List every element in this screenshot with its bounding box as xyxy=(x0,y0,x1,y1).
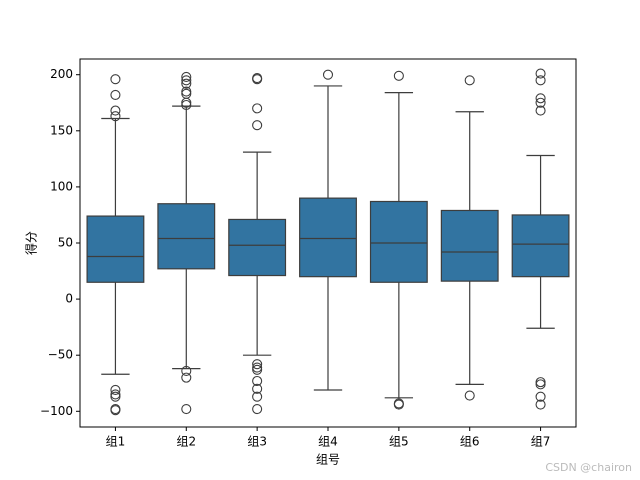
box xyxy=(511,214,570,278)
y-tick-label: −100 xyxy=(40,404,73,418)
outlier xyxy=(535,105,546,116)
outlier xyxy=(110,391,121,402)
outlier xyxy=(181,372,192,383)
box xyxy=(299,197,357,278)
x-tick-label: 组3 xyxy=(247,435,267,449)
outlier xyxy=(535,377,546,388)
x-tick-label: 组7 xyxy=(531,435,551,449)
x-tick-label: 组4 xyxy=(318,435,338,449)
outlier xyxy=(181,88,192,99)
outlier xyxy=(535,68,546,79)
outlier xyxy=(181,71,192,83)
outlier xyxy=(110,74,121,85)
outlier xyxy=(393,399,404,410)
outlier xyxy=(181,75,192,86)
outlier xyxy=(110,89,121,100)
outlier xyxy=(110,111,121,122)
outlier xyxy=(252,391,263,402)
outlier xyxy=(252,364,263,375)
outlier xyxy=(181,78,192,89)
outlier xyxy=(535,391,546,402)
x-tick-label: 组6 xyxy=(460,435,480,449)
outlier xyxy=(322,69,334,80)
y-axis-label: 得分 xyxy=(24,231,39,255)
x-tick-label: 组2 xyxy=(176,435,196,449)
watermark: CSDN @chairon xyxy=(545,461,632,474)
x-tick-label: 组1 xyxy=(106,435,126,449)
y-tick-label: 150 xyxy=(50,123,73,137)
x-axis-label: 组号 xyxy=(316,453,340,467)
y-tick-label: 200 xyxy=(50,67,73,81)
outlier xyxy=(252,359,263,370)
box xyxy=(440,209,499,282)
outlier xyxy=(252,120,263,131)
outlier xyxy=(110,384,121,396)
outlier xyxy=(393,70,404,81)
y-tick-label: 100 xyxy=(50,179,73,193)
outlier xyxy=(110,105,121,116)
x-tick-label: 组5 xyxy=(389,435,409,449)
outlier xyxy=(181,365,192,376)
outlier xyxy=(252,403,263,415)
box xyxy=(86,215,145,283)
outlier xyxy=(535,97,546,108)
box xyxy=(228,218,287,277)
outlier xyxy=(252,74,263,85)
outlier xyxy=(252,383,263,394)
outlier xyxy=(464,75,475,86)
outlier xyxy=(535,93,546,104)
outlier xyxy=(110,405,121,416)
outlier xyxy=(535,379,546,390)
outlier xyxy=(535,399,546,410)
outlier xyxy=(464,390,475,401)
outlier xyxy=(535,75,546,86)
y-tick-label: 0 xyxy=(65,292,73,306)
outlier xyxy=(252,103,263,114)
outlier xyxy=(252,375,263,387)
y-tick-label: 50 xyxy=(58,236,73,250)
outlier xyxy=(181,403,192,415)
plot-frame xyxy=(79,58,577,428)
box xyxy=(369,200,428,283)
y-tick-label: −50 xyxy=(48,348,73,362)
outlier xyxy=(181,99,192,111)
box xyxy=(157,203,216,270)
